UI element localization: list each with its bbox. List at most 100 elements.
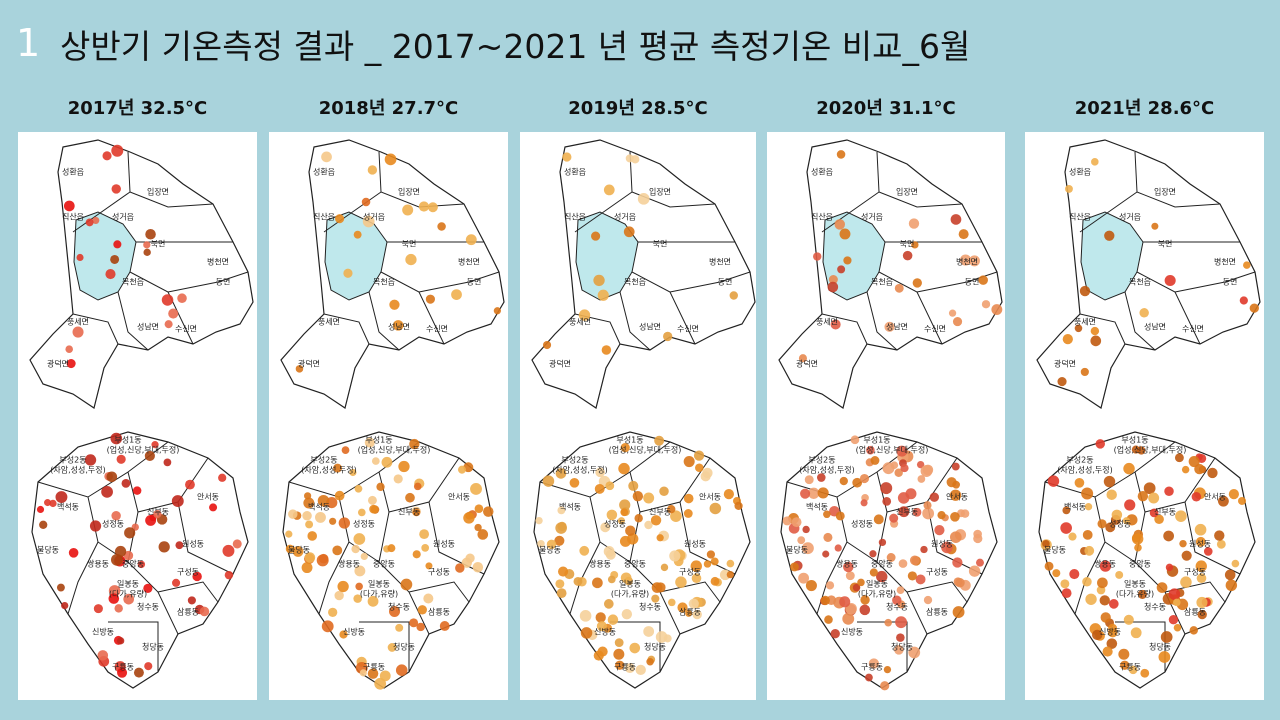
measurement-dot bbox=[555, 468, 567, 479]
measurement-dot bbox=[1231, 559, 1240, 568]
measurement-dot bbox=[343, 268, 353, 278]
region-label: 광덕면 bbox=[796, 359, 818, 369]
measurement-dot bbox=[44, 499, 52, 507]
region-label: 신방동 bbox=[594, 627, 616, 637]
measurement-dot bbox=[677, 602, 688, 613]
region-label: 성남면 bbox=[886, 322, 908, 332]
measurement-dot bbox=[153, 509, 162, 519]
measurement-dot bbox=[367, 668, 379, 679]
measurement-dot bbox=[1164, 274, 1176, 287]
region-label: 입장면 bbox=[649, 187, 671, 197]
measurement-dot bbox=[897, 492, 910, 504]
measurement-dot bbox=[423, 593, 434, 604]
district-border bbox=[574, 191, 633, 233]
region-label: 직산읍 bbox=[313, 212, 335, 222]
district-border bbox=[1044, 441, 1176, 498]
measurement-dot bbox=[405, 492, 415, 503]
measurement-dot bbox=[133, 667, 144, 678]
measurement-dot bbox=[554, 535, 565, 546]
district-border bbox=[1184, 501, 1241, 575]
region-label: 쌍용동 bbox=[338, 559, 360, 569]
measurement-dot bbox=[1115, 570, 1124, 579]
region-label: 구성동 bbox=[177, 568, 199, 577]
measurement-dot bbox=[132, 486, 142, 495]
measurement-dot bbox=[321, 151, 332, 163]
measurement-dot bbox=[607, 614, 619, 625]
measurement-dot bbox=[798, 354, 807, 363]
measurement-dot bbox=[395, 664, 408, 676]
measurement-dot bbox=[474, 523, 482, 532]
measurement-dot bbox=[101, 485, 113, 498]
district-border bbox=[418, 271, 500, 293]
measurement-dot bbox=[161, 294, 174, 306]
measurement-dot bbox=[56, 583, 65, 592]
measurement-dot bbox=[808, 487, 820, 499]
measurement-dot bbox=[97, 650, 109, 661]
measurement-dot bbox=[470, 483, 482, 495]
measurement-dot bbox=[830, 629, 840, 639]
district-border bbox=[108, 621, 159, 672]
measurement-dot bbox=[367, 165, 378, 175]
measurement-dot bbox=[991, 304, 1003, 316]
panel-header: 2017년 32.5°C bbox=[68, 98, 208, 119]
measurement-dot bbox=[36, 505, 45, 514]
panel-header: 2020년 31.1°C bbox=[816, 98, 956, 119]
district-border bbox=[821, 313, 868, 345]
measurement-dot bbox=[334, 490, 345, 501]
region-label: 입장면 bbox=[1154, 187, 1176, 197]
measurement-dot bbox=[1104, 230, 1115, 241]
measurement-dot bbox=[1081, 487, 1094, 500]
measurement-dot bbox=[110, 432, 123, 445]
measurement-dot bbox=[1189, 626, 1198, 635]
region-label: 동면 bbox=[1223, 277, 1238, 287]
measurement-dot bbox=[655, 582, 666, 593]
measurement-dot bbox=[472, 561, 484, 573]
measurement-dot bbox=[952, 606, 965, 619]
district-border bbox=[1124, 291, 1156, 351]
measurement-dot bbox=[823, 510, 831, 519]
measurement-dot bbox=[114, 604, 123, 613]
measurement-dot bbox=[1106, 489, 1117, 500]
measurement-dot bbox=[1137, 446, 1146, 455]
district-border bbox=[659, 581, 721, 603]
measurement-dot bbox=[1156, 582, 1168, 593]
measurement-dot bbox=[1061, 588, 1072, 599]
district-border bbox=[569, 496, 601, 615]
measurement-dot bbox=[1074, 477, 1085, 488]
measurement-dot bbox=[1062, 334, 1073, 345]
measurement-dot bbox=[546, 539, 557, 550]
measurement-dot bbox=[417, 605, 428, 615]
measurement-dot bbox=[339, 630, 348, 639]
measurement-dot bbox=[1042, 539, 1050, 548]
region-label: 성거읍 bbox=[363, 213, 385, 222]
measurement-dot bbox=[455, 563, 465, 573]
measurement-dot bbox=[595, 467, 606, 478]
region-label: 일봉동 bbox=[117, 580, 139, 589]
measurement-dot bbox=[105, 269, 116, 280]
measurement-dot bbox=[321, 620, 334, 633]
measurement-dot bbox=[824, 615, 833, 624]
measurement-dot bbox=[1214, 530, 1225, 541]
measurement-dot bbox=[659, 486, 669, 497]
measurement-dot bbox=[1108, 599, 1119, 609]
region-label: (차암,성성,두정) bbox=[799, 465, 855, 475]
region-label: 청수동 bbox=[388, 603, 410, 612]
measurement-dot bbox=[493, 307, 501, 315]
district-border bbox=[679, 501, 736, 575]
measurement-dot bbox=[354, 484, 363, 493]
measurement-dot bbox=[920, 545, 928, 554]
measurement-dot bbox=[852, 583, 861, 592]
measurement-dot bbox=[144, 662, 153, 671]
measurement-dot bbox=[834, 219, 846, 230]
measurement-dot bbox=[813, 252, 822, 261]
measurement-dot bbox=[734, 501, 743, 511]
measurement-dot bbox=[1100, 612, 1111, 623]
measurement-dot bbox=[222, 544, 235, 557]
district-border bbox=[323, 191, 382, 233]
measurement-dot bbox=[886, 553, 896, 562]
region-label: 수신면 bbox=[1182, 324, 1204, 334]
measurement-dot bbox=[1158, 651, 1171, 663]
measurement-dot bbox=[953, 577, 963, 587]
region-label: 삼룡동 bbox=[428, 607, 450, 617]
district-border bbox=[67, 496, 99, 615]
